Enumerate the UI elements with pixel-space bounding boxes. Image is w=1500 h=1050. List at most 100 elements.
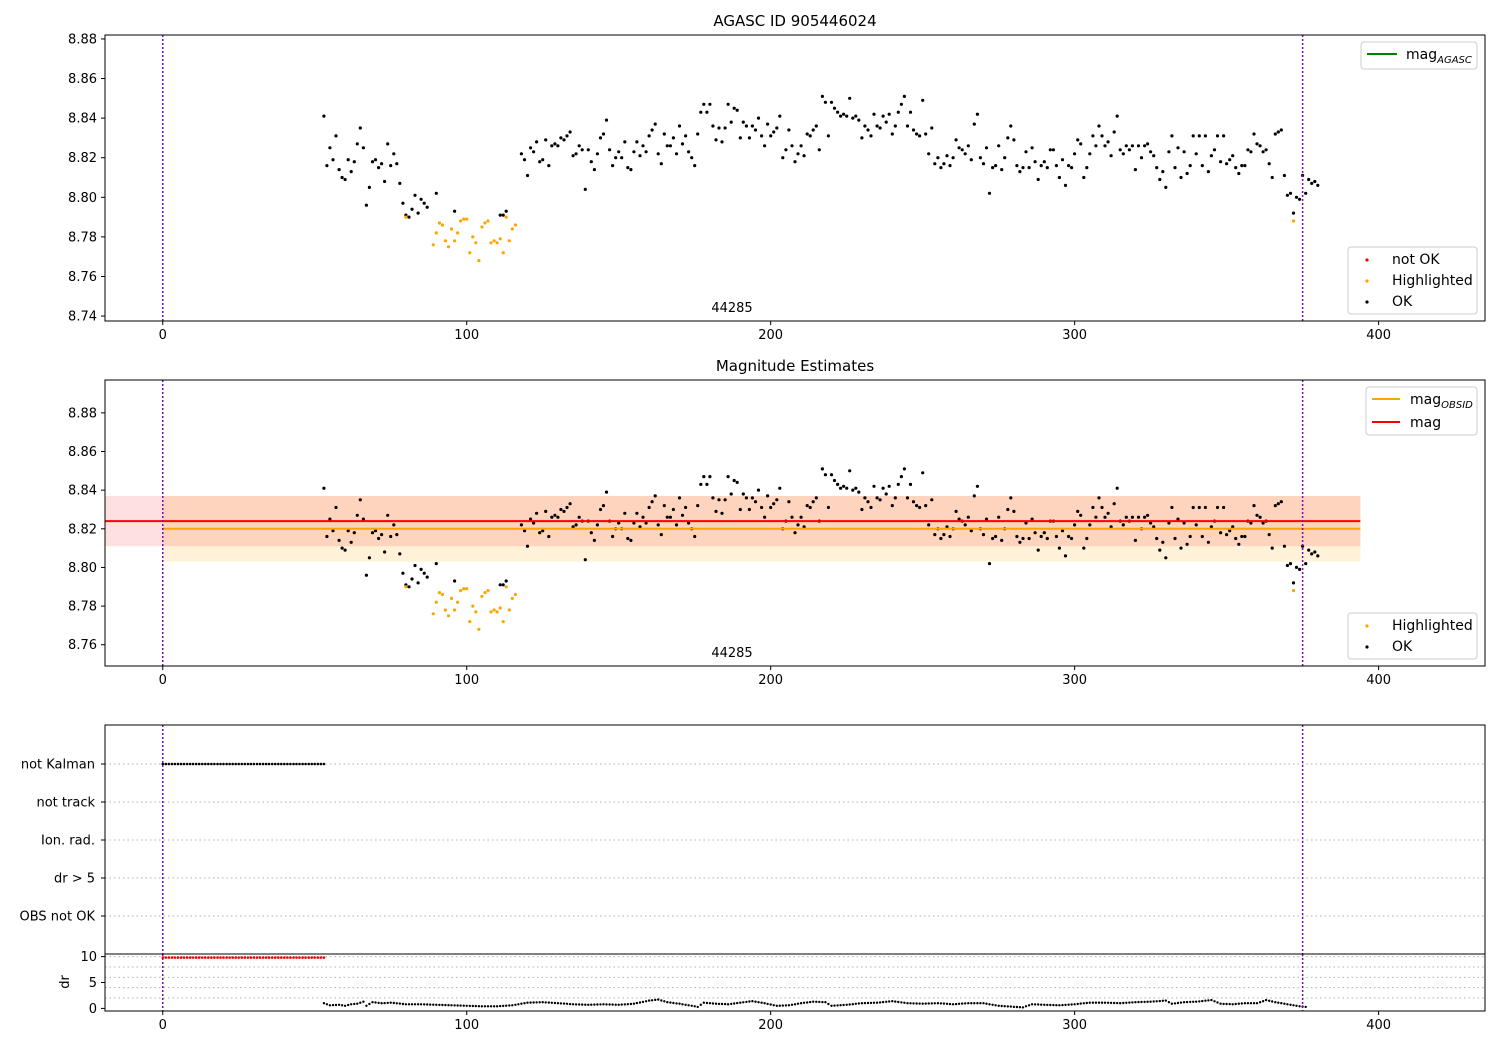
estimates-point [1060, 529, 1065, 533]
agasc-point [969, 158, 973, 162]
estimates-point [568, 502, 572, 506]
dr-point [833, 1004, 836, 1007]
estimates-point [498, 583, 502, 587]
flag-label: not Kalman [21, 758, 95, 773]
dr-point [447, 1004, 450, 1007]
agasc-point [1155, 166, 1159, 170]
dr-point [1134, 1001, 1137, 1004]
panel-estimates-annotation: 44285 [711, 646, 752, 661]
agasc-ytick-label: 8.84 [68, 112, 97, 127]
dr-point [945, 1002, 949, 1005]
estimates-point [1094, 515, 1098, 519]
estimates-point [1276, 502, 1280, 506]
dr-point [1119, 1002, 1122, 1005]
agasc-point [453, 209, 457, 213]
agasc-point [1276, 130, 1280, 134]
estimates-point [1209, 525, 1213, 529]
estimates-point [1298, 567, 1302, 572]
estimates-point [431, 612, 435, 616]
estimates-point [513, 592, 518, 597]
dr-point [720, 1002, 724, 1006]
dr-point-red [231, 956, 234, 959]
estimates-point [1261, 521, 1265, 525]
agasc-point [1191, 134, 1195, 138]
dr-point [739, 1001, 742, 1004]
estimates-point [942, 533, 946, 537]
agasc-point [1103, 144, 1107, 148]
flag-point [161, 762, 165, 766]
flag-point [301, 762, 304, 766]
estimates-point [732, 478, 736, 483]
dr-point-red [313, 956, 317, 959]
agasc-point [684, 134, 688, 138]
dr-point [429, 1003, 432, 1006]
dr-point [1073, 1003, 1076, 1006]
dr-point-red [255, 956, 259, 959]
estimates-point [559, 507, 563, 512]
agasc-point [1000, 168, 1004, 172]
dr-point [924, 1002, 927, 1005]
agasc-point [1070, 166, 1074, 170]
agasc-point [823, 100, 828, 104]
estimates-point [1021, 536, 1025, 541]
dr-point [1122, 1001, 1125, 1005]
flag-point [185, 762, 189, 766]
estimates-point [793, 531, 797, 535]
estimates-point [532, 521, 536, 525]
dr-point [1261, 1000, 1265, 1003]
dr-point [903, 1001, 906, 1004]
estimates-point [790, 515, 794, 519]
dr-point [398, 1002, 401, 1005]
estimates-point [550, 515, 554, 519]
dr-point [535, 1001, 538, 1004]
dr-point [374, 1001, 377, 1004]
estimates-point [644, 521, 648, 525]
estimates-point [680, 513, 685, 517]
dr-point [1149, 1000, 1152, 1003]
dr-point [1179, 1001, 1183, 1004]
dr-point [1125, 1001, 1128, 1004]
dr-point [991, 1003, 994, 1006]
agasc-point [1057, 175, 1061, 180]
agasc-point [611, 164, 615, 168]
agasc-point [650, 128, 654, 132]
agasc-point [839, 114, 843, 118]
dr-point [1222, 1002, 1225, 1006]
agasc-point [1197, 134, 1201, 138]
dr-point-red [280, 956, 283, 959]
estimates-point [668, 515, 673, 519]
panel-agasc-annotation: 44285 [711, 301, 752, 316]
dr-point [590, 1003, 593, 1006]
estimates-point [504, 585, 508, 589]
flag-point [255, 762, 259, 766]
estimates-point [1146, 513, 1150, 517]
agasc-point [1152, 154, 1156, 158]
agasc-point [1139, 156, 1144, 160]
dr-point [1009, 1005, 1012, 1008]
agasc-point [808, 134, 812, 138]
dr-point [419, 1003, 423, 1006]
flag-point [289, 762, 292, 766]
dr-point [830, 1004, 833, 1007]
dr-point [1298, 1005, 1301, 1008]
dr-point [1152, 1000, 1155, 1003]
agasc-point [997, 144, 1001, 148]
estimates-point [848, 469, 852, 473]
dr-point [614, 1003, 617, 1006]
agasc-point [981, 162, 986, 166]
estimates-ytick-label: 8.76 [68, 638, 97, 653]
estimates-ytick-label: 8.80 [68, 561, 97, 576]
dr-point [647, 999, 651, 1002]
dr-point [736, 1001, 739, 1005]
estimates-point [358, 498, 362, 502]
estimates-point [753, 500, 758, 504]
estimates-point [525, 544, 530, 548]
dr-point-red [173, 956, 177, 959]
estimates-point [659, 533, 663, 537]
agasc-ytick-label: 8.74 [68, 310, 97, 325]
dr-point-red [197, 956, 201, 959]
estimates-point [623, 511, 627, 515]
flag-point [201, 762, 204, 766]
panel-dr-plot: 0 100 200 300 400 0 5 10 [80, 950, 1486, 1033]
estimates-point [364, 573, 368, 577]
